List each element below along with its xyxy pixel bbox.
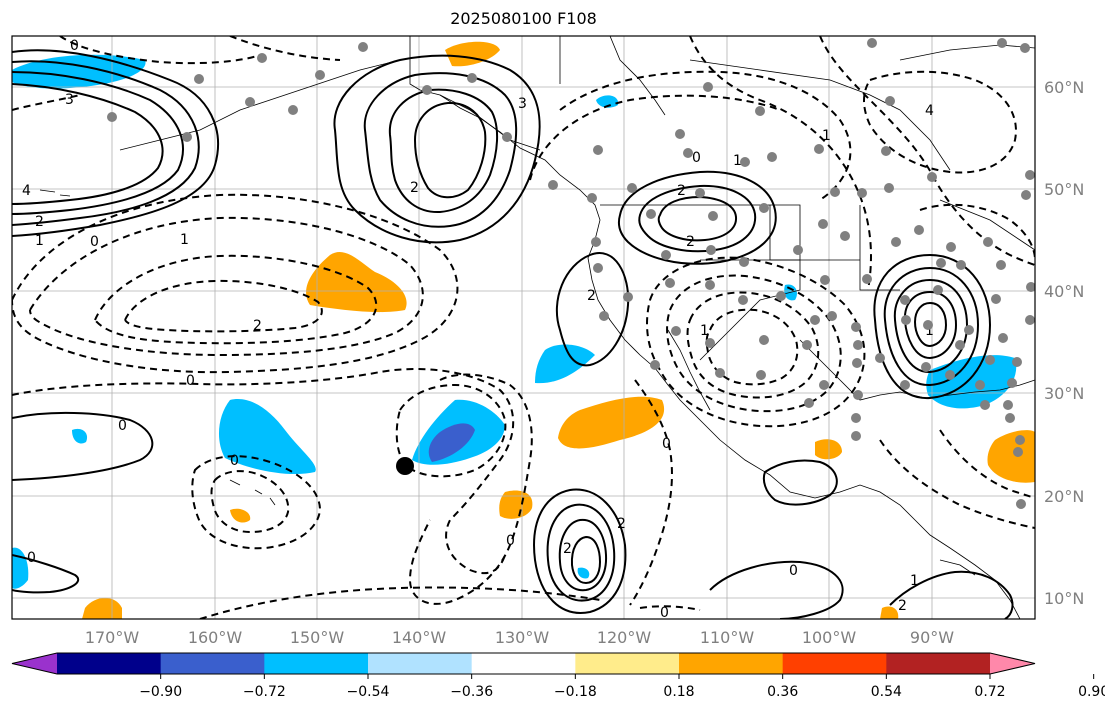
- lon-label: 120°W: [597, 628, 652, 647]
- colorbar-segment: [160, 653, 265, 674]
- lat-label: 20°N: [1044, 487, 1084, 506]
- longitude-labels: 170°W 160°W 150°W 140°W 130°W 120°W 110°…: [85, 628, 954, 647]
- orange-area: [445, 41, 500, 67]
- blue-area: [577, 567, 590, 579]
- map-panel: 0 3 2 1 4 2 1 0 0 2 0 0 0 3 2 1 0 2 2 1 …: [12, 36, 1035, 621]
- contour-label: 1: [822, 128, 831, 144]
- colorbar-segment: [782, 653, 887, 674]
- contour-label: 0: [660, 605, 669, 621]
- contour-label: 0: [662, 436, 671, 452]
- station-dots: [107, 38, 1035, 509]
- map-title: 2025080100 F108: [450, 9, 597, 28]
- contour-label: 2: [253, 318, 262, 334]
- contour-label: 2: [686, 234, 695, 250]
- blue-area: [218, 399, 316, 475]
- lon-label: 160°W: [188, 628, 243, 647]
- map-frame: [11, 35, 1036, 620]
- contour-label: 4: [22, 183, 31, 199]
- orange-area: [499, 490, 533, 519]
- colorbar-segment: [679, 653, 784, 674]
- lon-label: 140°W: [392, 628, 447, 647]
- colorbar-outline: [11, 652, 1036, 675]
- blue-area: [596, 95, 619, 108]
- orange-area: [306, 251, 407, 313]
- shaded-areas: [12, 41, 1035, 619]
- contour-label: 2: [563, 541, 572, 557]
- storm-position-marker: [396, 457, 414, 475]
- latitude-labels: 60°N 50°N 40°N 30°N 20°N 10°N: [1044, 78, 1084, 608]
- colorbar-extend-high: [990, 653, 1035, 674]
- colorbar-segment: [57, 653, 162, 674]
- contour-lines: [12, 49, 1014, 619]
- lon-label: 100°W: [802, 628, 857, 647]
- colorbar-tick-label: 0.18: [663, 684, 694, 700]
- contour-label: 2: [898, 598, 907, 614]
- contour-label: 0: [789, 563, 798, 579]
- colorbar-segment: [471, 653, 576, 674]
- contour-label: 2: [587, 288, 596, 304]
- contour-label: 3: [518, 96, 527, 112]
- colorbar: −0.90 −0.72 −0.54 −0.36 −0.18 0.18 0.36 0.54 0.7…: [11, 652, 1105, 700]
- colorbar-segment: [264, 653, 369, 674]
- lon-label: 170°W: [85, 628, 140, 647]
- contour-label: 2: [410, 180, 419, 196]
- contour-label: 1: [180, 232, 189, 248]
- gridlines: [12, 36, 1035, 619]
- lon-label: 110°W: [700, 628, 755, 647]
- orange-area: [558, 396, 665, 449]
- colorbar-extend-low: [12, 653, 57, 674]
- contour-label: 2: [677, 183, 686, 199]
- colorbar-tick-label: −0.72: [243, 684, 286, 700]
- colorbar-tick-label: −0.18: [554, 684, 597, 700]
- colorbar-tick-label: −0.54: [347, 684, 390, 700]
- contour-label: 1: [35, 233, 44, 249]
- colorbar-segment: [886, 653, 991, 674]
- contour-label: 0: [186, 373, 195, 389]
- lon-label: 130°W: [495, 628, 550, 647]
- colorbar-tick-label: 0.54: [871, 684, 902, 700]
- contour-label: 0: [692, 150, 701, 166]
- lon-label: 90°W: [910, 628, 954, 647]
- contour-label: 3: [65, 92, 74, 108]
- contour-label: 0: [230, 453, 239, 469]
- contour-label: 0: [90, 234, 99, 250]
- colorbar-tick-label: −0.36: [450, 684, 493, 700]
- contour-label: 0: [27, 550, 36, 566]
- colorbar-tick-label: 0.72: [974, 684, 1005, 700]
- contour-label: 1: [733, 153, 742, 169]
- colorbar-tick-label: 0.90: [1078, 684, 1105, 700]
- colorbar-tick-label: −0.90: [139, 684, 182, 700]
- contour-label: 0: [118, 418, 127, 434]
- orange-area: [815, 439, 842, 460]
- lat-label: 50°N: [1044, 180, 1084, 199]
- contour-label: 0: [506, 533, 515, 549]
- contour-label: 4: [925, 103, 934, 119]
- colorbar-segment: [368, 653, 473, 674]
- contour-label: 2: [35, 214, 44, 230]
- contour-label: 0: [70, 38, 79, 54]
- orange-area: [880, 606, 899, 619]
- blue-area: [535, 344, 595, 384]
- contour-label: 2: [617, 516, 626, 532]
- lat-label: 60°N: [1044, 78, 1084, 97]
- lat-label: 30°N: [1044, 384, 1084, 403]
- lat-label: 40°N: [1044, 282, 1084, 301]
- contour-label: 1: [910, 573, 919, 589]
- contour-label: 1: [700, 323, 709, 339]
- blue-area: [72, 428, 88, 444]
- lon-label: 150°W: [290, 628, 345, 647]
- deep-blue-area: [428, 423, 475, 462]
- colorbar-segment: [575, 653, 680, 674]
- contour-labels: 0 3 2 1 4 2 1 0 0 2 0 0 0 3 2 1 0 2 2 1 …: [22, 38, 934, 621]
- colorbar-tick-label: 0.36: [767, 684, 798, 700]
- orange-area: [230, 508, 251, 523]
- lat-label: 10°N: [1044, 589, 1084, 608]
- contour-label: 1: [925, 323, 934, 339]
